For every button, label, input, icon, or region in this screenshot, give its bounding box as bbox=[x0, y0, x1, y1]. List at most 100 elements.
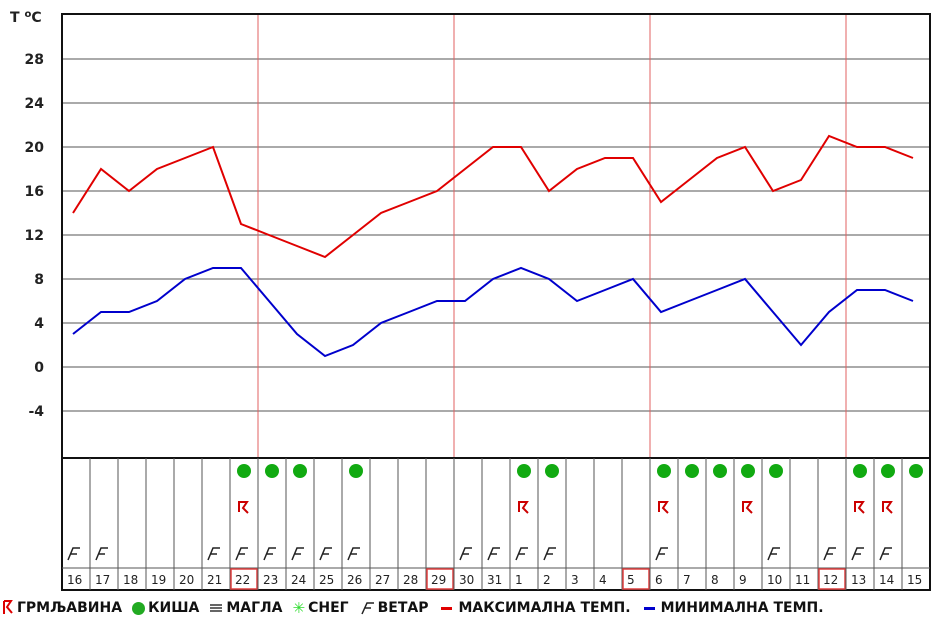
min-temp-swatch bbox=[643, 606, 655, 610]
thunder-icon bbox=[518, 501, 529, 514]
day-label: 19 bbox=[151, 573, 166, 587]
wind-icon bbox=[207, 547, 220, 561]
y-tick-label: 8 bbox=[34, 272, 44, 288]
rain-icon bbox=[237, 464, 251, 478]
wind-icon bbox=[263, 547, 276, 561]
day-label: 31 bbox=[487, 573, 502, 587]
day-label: 16 bbox=[67, 573, 82, 587]
thunder-icon bbox=[882, 501, 893, 514]
day-label: 20 bbox=[179, 573, 194, 587]
rain-icon bbox=[293, 464, 307, 478]
wind-icon bbox=[851, 547, 864, 561]
wind-icon bbox=[459, 547, 472, 561]
rain-icon bbox=[713, 464, 727, 478]
rain-icon bbox=[909, 464, 923, 478]
fog-icon bbox=[210, 604, 223, 612]
legend-rain: КИША bbox=[132, 600, 199, 616]
max-temp-swatch bbox=[441, 606, 453, 610]
day-label: 23 bbox=[263, 573, 278, 587]
rain-icon bbox=[517, 464, 531, 478]
day-label: 12 bbox=[823, 573, 838, 587]
thunder-icon bbox=[658, 501, 669, 514]
rain-icon bbox=[545, 464, 559, 478]
wind-icon bbox=[487, 547, 500, 561]
y-axis-title: T oC bbox=[10, 9, 42, 26]
legend: ГРМЉАВИНА КИША МАГЛА ✳ СНЕГ ВЕТАР МАКСИМ… bbox=[2, 597, 830, 619]
day-label: 6 bbox=[655, 573, 663, 587]
y-tick-label: 24 bbox=[25, 96, 45, 112]
day-label: 9 bbox=[739, 573, 747, 587]
legend-fog: МАГЛА bbox=[209, 600, 283, 616]
max-temp-line bbox=[72, 134, 914, 259]
thunder-icon bbox=[742, 501, 753, 514]
legend-min: МИНИМАЛНА ТЕМП. bbox=[641, 600, 824, 616]
wind-icon bbox=[67, 547, 80, 561]
wind-icon bbox=[515, 547, 528, 561]
rain-icon bbox=[769, 464, 783, 478]
wind-icon bbox=[360, 602, 374, 615]
min-temp-line bbox=[72, 266, 914, 358]
highlight-day-box bbox=[818, 568, 846, 590]
day-label: 15 bbox=[907, 573, 922, 587]
wind-icon bbox=[879, 547, 892, 561]
day-label: 29 bbox=[431, 573, 446, 587]
highlight-day-box bbox=[622, 568, 650, 590]
wind-icon bbox=[291, 547, 304, 561]
weather-panel bbox=[61, 457, 931, 591]
day-label: 18 bbox=[123, 573, 138, 587]
highlight-day-box bbox=[426, 568, 454, 590]
day-label: 7 bbox=[683, 573, 691, 587]
rain-icon bbox=[685, 464, 699, 478]
rain-icon bbox=[132, 601, 146, 615]
y-tick-label: -4 bbox=[28, 404, 44, 420]
rain-icon bbox=[881, 464, 895, 478]
legend-max: МАКСИМАЛНА ТЕМП. bbox=[438, 600, 631, 616]
thunder-icon bbox=[854, 501, 865, 514]
day-label: 17 bbox=[95, 573, 110, 587]
day-label: 10 bbox=[767, 573, 782, 587]
y-tick-label: 20 bbox=[25, 140, 45, 156]
day-label: 28 bbox=[403, 573, 418, 587]
y-tick-label: 16 bbox=[25, 184, 44, 200]
rain-icon bbox=[657, 464, 671, 478]
day-label: 1 bbox=[515, 573, 523, 587]
day-label: 21 bbox=[207, 573, 222, 587]
day-label: 24 bbox=[291, 573, 306, 587]
rain-icon bbox=[853, 464, 867, 478]
day-label: 27 bbox=[375, 573, 390, 587]
day-label: 26 bbox=[347, 573, 362, 587]
y-tick-label: 28 bbox=[25, 52, 44, 68]
day-label: 14 bbox=[879, 573, 894, 587]
thunder-icon bbox=[238, 501, 249, 514]
snow-icon: ✳ bbox=[292, 599, 306, 617]
day-label: 13 bbox=[851, 573, 866, 587]
day-label: 2 bbox=[543, 573, 551, 587]
wind-icon bbox=[655, 547, 668, 561]
wind-icon bbox=[319, 547, 332, 561]
wind-icon bbox=[823, 547, 836, 561]
y-tick-label: 0 bbox=[34, 360, 44, 376]
day-label: 8 bbox=[711, 573, 719, 587]
rain-icon bbox=[265, 464, 279, 478]
wind-icon bbox=[235, 547, 248, 561]
legend-thunder: ГРМЉАВИНА bbox=[2, 600, 122, 616]
thunder-icon bbox=[3, 600, 13, 614]
legend-wind: ВЕТАР bbox=[359, 600, 428, 616]
day-label: 5 bbox=[627, 573, 635, 587]
rain-icon bbox=[741, 464, 755, 478]
day-label: 22 bbox=[235, 573, 250, 587]
day-label: 3 bbox=[571, 573, 579, 587]
wind-icon bbox=[347, 547, 360, 561]
legend-snow: ✳ СНЕГ bbox=[292, 599, 349, 617]
rain-icon bbox=[349, 464, 363, 478]
highlight-day-box bbox=[230, 568, 258, 590]
wind-icon bbox=[95, 547, 108, 561]
y-tick-label: 12 bbox=[25, 228, 44, 244]
day-label: 25 bbox=[319, 573, 334, 587]
day-label: 11 bbox=[795, 573, 810, 587]
day-label: 30 bbox=[459, 573, 474, 587]
y-tick-label: 4 bbox=[34, 316, 44, 332]
wind-icon bbox=[767, 547, 780, 561]
